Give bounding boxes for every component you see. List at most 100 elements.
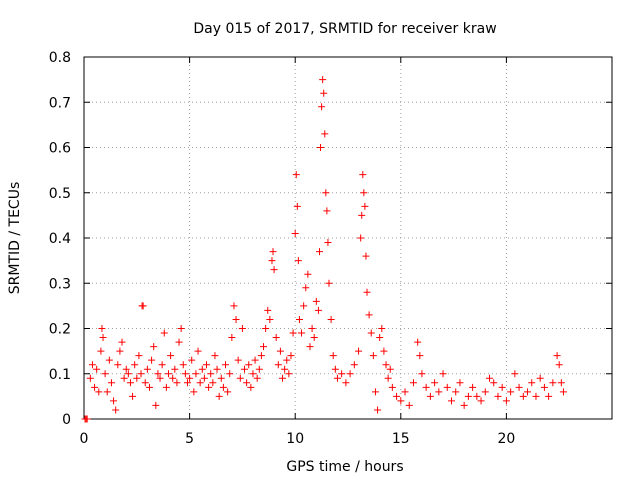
data-point <box>312 297 320 305</box>
data-point <box>283 356 291 364</box>
data-point <box>333 374 341 382</box>
x-tick-label: 20 <box>497 431 515 447</box>
data-point <box>456 379 464 387</box>
data-point <box>342 379 350 387</box>
data-point <box>169 374 177 382</box>
y-tick-label: 0.4 <box>49 231 71 247</box>
data-point <box>148 356 156 364</box>
data-point <box>331 365 339 373</box>
data-point <box>405 401 413 409</box>
data-point <box>431 379 439 387</box>
data-point <box>276 347 284 355</box>
data-point <box>361 202 369 210</box>
data-point <box>384 374 392 382</box>
data-point <box>502 397 510 405</box>
data-point <box>241 365 249 373</box>
data-point <box>217 374 225 382</box>
y-tick-label: 0.7 <box>49 95 71 111</box>
data-point <box>314 306 322 314</box>
data-point <box>557 379 565 387</box>
data-point <box>230 302 238 310</box>
data-point <box>232 315 240 323</box>
data-point <box>393 392 401 400</box>
data-point <box>549 379 557 387</box>
data-point <box>272 334 280 342</box>
data-point <box>93 365 101 373</box>
data-point <box>350 361 358 369</box>
data-point <box>236 374 244 382</box>
data-point <box>135 352 143 360</box>
data-point <box>553 352 561 360</box>
data-point <box>122 365 130 373</box>
data-point <box>439 370 447 378</box>
data-point <box>255 365 263 373</box>
data-point <box>226 370 234 378</box>
data-point <box>110 397 118 405</box>
data-point <box>98 325 106 332</box>
data-point <box>443 383 451 391</box>
y-axis-label: SRMTID / TECUs <box>7 182 23 295</box>
data-point <box>477 397 485 405</box>
y-tick-label: 0.6 <box>49 141 71 157</box>
data-point <box>156 374 164 382</box>
data-point <box>262 325 270 332</box>
data-point <box>555 361 563 369</box>
data-point <box>317 144 325 151</box>
data-point <box>139 302 147 310</box>
data-point <box>198 365 206 373</box>
data-point <box>382 361 390 369</box>
y-tick-label: 0.8 <box>49 50 71 66</box>
data-point <box>224 388 232 396</box>
data-point <box>196 379 204 387</box>
data-point <box>209 379 217 387</box>
data-point <box>486 374 494 382</box>
data-point <box>215 392 223 400</box>
data-point <box>362 252 370 260</box>
data-point <box>167 352 175 360</box>
data-point <box>281 365 289 373</box>
data-point <box>378 325 386 332</box>
data-point <box>329 352 337 360</box>
data-point <box>519 392 527 400</box>
data-point <box>559 388 567 396</box>
data-point <box>320 89 328 97</box>
data-point <box>101 370 109 378</box>
data-point <box>150 343 158 351</box>
data-point <box>304 270 312 278</box>
data-point <box>295 315 303 323</box>
data-point <box>532 392 540 400</box>
data-point <box>369 352 377 360</box>
data-point <box>321 130 329 138</box>
data-point <box>386 365 394 373</box>
data-point <box>494 392 502 400</box>
data-point <box>222 361 230 369</box>
data-point <box>287 352 295 360</box>
data-point <box>141 379 149 387</box>
data-point <box>401 388 409 396</box>
x-tick-label: 0 <box>80 431 89 447</box>
data-point <box>83 415 91 423</box>
data-point <box>279 374 287 382</box>
data-point <box>357 234 365 242</box>
data-point <box>264 306 272 314</box>
data-point <box>158 361 166 369</box>
data-point <box>228 334 236 342</box>
data-point <box>243 379 251 387</box>
data-point <box>388 383 396 391</box>
data-point <box>318 103 326 111</box>
x-axis-label: GPS time / hours <box>286 459 403 475</box>
chart-title: Day 015 of 2017, SRMTID for receiver kra… <box>193 21 496 37</box>
data-point <box>105 356 113 364</box>
data-point <box>116 347 124 355</box>
data-point <box>200 374 208 382</box>
data-point <box>319 76 327 84</box>
data-point <box>137 370 145 378</box>
data-point <box>498 383 506 391</box>
data-point <box>95 388 103 396</box>
data-point <box>292 171 300 179</box>
data-point <box>257 352 265 360</box>
data-point <box>460 401 468 409</box>
data-point <box>260 343 268 351</box>
data-point <box>162 383 170 391</box>
